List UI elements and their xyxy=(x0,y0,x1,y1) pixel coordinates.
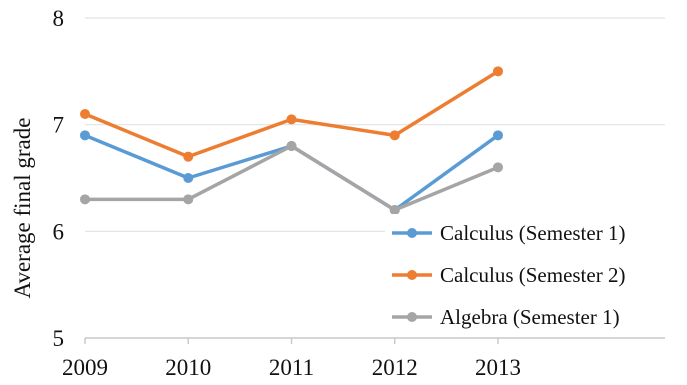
series-2 xyxy=(80,66,503,162)
data-point xyxy=(286,114,297,125)
legend-item: Calculus (Semester 2) xyxy=(385,256,685,288)
data-point xyxy=(183,173,194,183)
x-axis-ticks: 2009 2010 2011 2012 2013 xyxy=(62,355,521,380)
x-tick-label: 2012 xyxy=(372,355,418,380)
series-3 xyxy=(80,141,503,215)
legend-swatch-marker xyxy=(407,312,417,322)
x-axis xyxy=(84,337,665,344)
y-axis-title: Average final grade xyxy=(10,118,35,299)
legend-swatch-marker xyxy=(407,270,417,280)
y-tick-label: 7 xyxy=(53,113,65,138)
legend-item-background xyxy=(385,298,685,330)
y-tick-label: 5 xyxy=(53,326,65,351)
legend-label: Calculus (Semester 1) xyxy=(440,221,625,245)
data-point xyxy=(493,130,503,141)
data-point xyxy=(80,130,90,141)
data-point xyxy=(493,66,503,77)
x-tick-label: 2013 xyxy=(475,355,521,380)
data-point xyxy=(183,194,194,205)
legend: Calculus (Semester 1) Calculus (Semester … xyxy=(385,214,685,330)
legend-label: Algebra (Semester 1) xyxy=(440,305,620,329)
data-point xyxy=(80,194,90,205)
legend-item-background xyxy=(385,214,685,246)
y-tick-label: 8 xyxy=(53,6,65,31)
data-point xyxy=(183,151,194,162)
data-point xyxy=(80,109,90,119)
x-tick-label: 2011 xyxy=(269,355,314,380)
legend-item-background xyxy=(385,256,685,288)
legend-swatch-marker xyxy=(407,228,417,238)
data-point xyxy=(286,141,297,151)
series-group xyxy=(80,66,503,215)
legend-label: Calculus (Semester 2) xyxy=(440,263,625,287)
legend-item: Algebra (Semester 1) xyxy=(385,298,685,330)
x-tick-label: 2010 xyxy=(165,355,211,380)
legend-item: Calculus (Semester 1) xyxy=(385,214,685,246)
y-tick-label: 6 xyxy=(53,219,65,244)
data-point xyxy=(389,205,400,215)
x-tick-label: 2009 xyxy=(62,355,108,380)
y-axis-ticks: 5 6 7 8 xyxy=(53,6,65,351)
data-point xyxy=(389,130,400,141)
data-point xyxy=(493,162,503,173)
